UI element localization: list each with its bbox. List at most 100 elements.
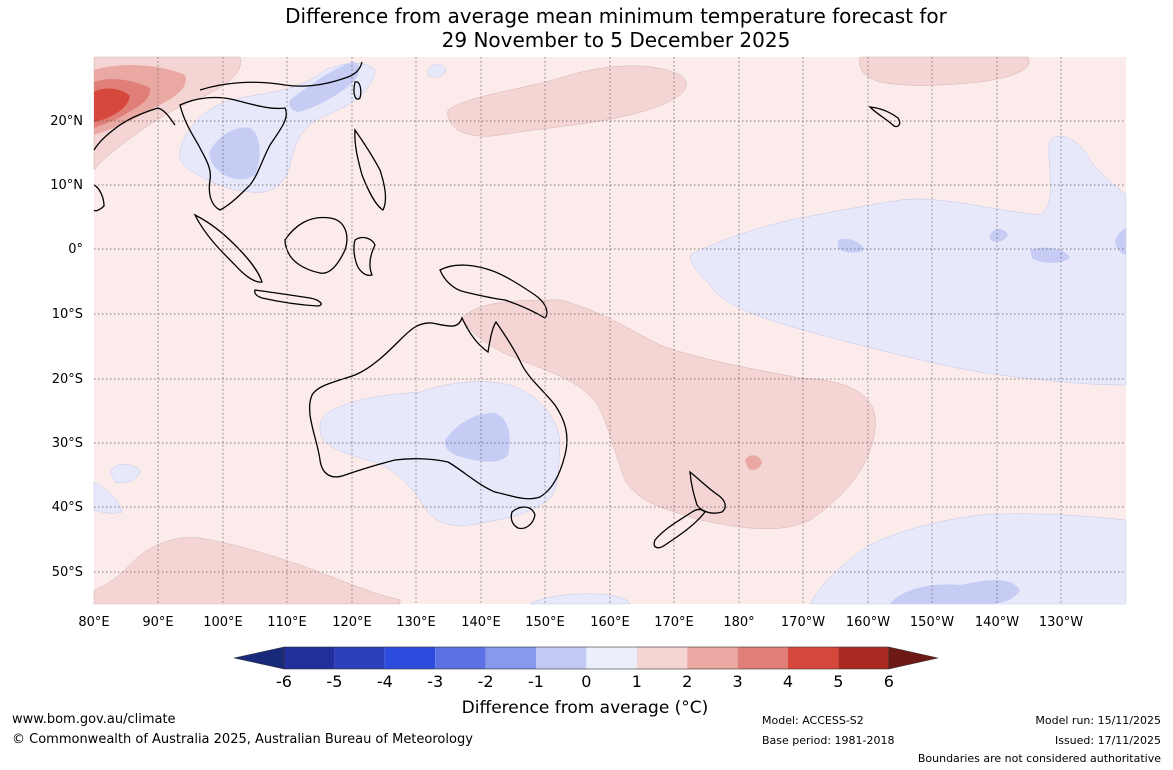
- warm-region-south-pacific: [461, 299, 876, 529]
- taiwan: [353, 81, 362, 100]
- india-coast: [93, 107, 176, 151]
- colorbar-tick-label: 3: [733, 672, 743, 691]
- hawaii: [868, 106, 901, 128]
- colorbar-tick-label: -1: [528, 672, 544, 691]
- cool-region-southeast: [809, 513, 1127, 605]
- colorbar-tick-label: 6: [884, 672, 894, 691]
- lon-tick-label: 160°E: [590, 615, 630, 630]
- title-line-2: 29 November to 5 December 2025: [441, 28, 791, 52]
- colorbar-tick-label: 0: [581, 672, 591, 691]
- borneo-coastline: [284, 216, 348, 274]
- java-coastline: [254, 289, 322, 307]
- colorbar-tick-label: 1: [632, 672, 642, 691]
- lon-tick-label: 180°: [723, 615, 754, 630]
- sulawesi-coastline: [353, 236, 376, 276]
- title-line-1: Difference from average mean minimum tem…: [285, 4, 947, 28]
- lon-tick-label: 150°W: [910, 615, 954, 630]
- map-area: [93, 56, 1127, 605]
- cool-region-southeast-inner: [890, 580, 1020, 604]
- colorbar-tick-label: -2: [478, 672, 494, 691]
- lon-tick-label: 90°E: [142, 615, 173, 630]
- colorbar-swatch: [334, 647, 385, 669]
- lat-tick-label: 10°S: [52, 307, 83, 322]
- lon-tick-label: 130°E: [396, 615, 436, 630]
- lon-axis: 80°E 90°E 100°E 110°E 120°E 130°E 140°E …: [78, 615, 1083, 630]
- colorbar-swatch: [586, 647, 637, 669]
- sri-lanka: [93, 184, 105, 212]
- colorbar-tick-label: -4: [377, 672, 393, 691]
- coastlines: [93, 61, 901, 549]
- lon-tick-label: 120°E: [332, 615, 372, 630]
- issued-date: Issued: 17/11/2025: [1054, 734, 1161, 747]
- cool-region-se-asia-inner: [209, 127, 260, 180]
- colorbar-tick-label: -5: [326, 672, 342, 691]
- colorbar-swatch: [384, 647, 436, 669]
- colorbar: -6 -5 -4 -3 -2 -1 0 1 2 3 4 5 6: [233, 646, 939, 691]
- colorbar-swatch: [788, 647, 839, 669]
- lon-tick-label: 110°E: [267, 615, 307, 630]
- lat-tick-label: 30°S: [52, 436, 83, 451]
- lon-tick-label: 100°E: [203, 615, 243, 630]
- colorbar-swatch: [284, 647, 335, 669]
- lon-tick-label: 160°W: [846, 615, 890, 630]
- cool-region-south-tasman: [529, 593, 631, 605]
- cool-region-east-pacific-inner-3: [990, 228, 1008, 242]
- boundaries-disclaimer: Boundaries are not considered authoritat…: [917, 752, 1161, 765]
- colorbar-max-arrow: [888, 646, 939, 670]
- colorbar-tick-label: 4: [783, 672, 793, 691]
- colorbar-min-arrow: [233, 646, 285, 670]
- colorbar-swatch: [536, 647, 587, 669]
- lon-tick-label: 140°W: [975, 615, 1019, 630]
- colorbar-swatch: [636, 647, 688, 669]
- lon-tick-label: 80°E: [78, 615, 109, 630]
- colorbar-swatch: [838, 647, 889, 669]
- lat-tick-label: 40°S: [52, 500, 83, 515]
- australia-coastline: [308, 316, 568, 500]
- cool-region-east-pacific: [689, 135, 1127, 386]
- warm-region-northeast: [859, 56, 1030, 86]
- south-china-coast: [199, 61, 363, 91]
- tasmania-coastline: [510, 506, 536, 530]
- colorbar-tick-label: 5: [833, 672, 843, 691]
- model-run-date: Model run: 15/11/2025: [1035, 714, 1161, 727]
- colorbar-swatch: [485, 647, 536, 669]
- base-period: Base period: 1981-2018: [762, 734, 895, 747]
- lat-tick-label: 10°N: [50, 178, 83, 193]
- new-zealand-south: [653, 508, 706, 549]
- cool-region-indian-ocean-1: [109, 464, 141, 483]
- colorbar-tick-label: 2: [682, 672, 692, 691]
- cool-region-australia-inner: [444, 412, 510, 462]
- map-title: Difference from average mean minimum tem…: [0, 4, 1173, 52]
- lat-axis: 20°N 10°N 0° 10°S 20°S 30°S 40°S 50°S: [50, 114, 83, 580]
- lon-tick-label: 170°E: [654, 615, 694, 630]
- colorbar-swatch: [687, 647, 738, 669]
- lon-tick-label: 140°E: [461, 615, 501, 630]
- lon-tick-label: 170°W: [781, 615, 825, 630]
- colorbar-tick-label: -3: [427, 672, 443, 691]
- philippines-coastline: [354, 128, 387, 211]
- colorbar-swatch: [435, 647, 486, 669]
- colorbar-frame: [283, 646, 890, 670]
- lat-tick-label: 20°N: [50, 114, 83, 129]
- lon-tick-label: 150°E: [525, 615, 565, 630]
- cool-region-east-pacific-inner-2: [1030, 247, 1070, 263]
- cool-region-small: [427, 64, 447, 78]
- lat-tick-label: 20°S: [52, 372, 83, 387]
- lat-tick-label: 0°: [68, 242, 83, 257]
- cool-region-indian-ocean-2: [93, 481, 123, 514]
- warm-region-southern-ocean: [93, 537, 401, 605]
- lon-tick-label: 130°W: [1039, 615, 1083, 630]
- model-name: Model: ACCESS-S2: [762, 714, 864, 727]
- colorbar-swatch: [737, 647, 788, 669]
- cool-region-east-pacific-inner-4: [1115, 228, 1126, 255]
- cool-region-east-pacific-inner-1: [838, 238, 864, 253]
- website-link[interactable]: www.bom.gov.au/climate: [12, 712, 176, 727]
- warm-region-india-core: [94, 88, 130, 122]
- copyright-notice: © Commonwealth of Australia 2025, Austra…: [12, 732, 473, 747]
- colorbar-tick-label: -6: [276, 672, 292, 691]
- graticule: [94, 57, 1126, 604]
- lat-tick-label: 50°S: [52, 565, 83, 580]
- cool-region-south-china-sea: [289, 62, 360, 112]
- new-zealand-north: [689, 470, 726, 514]
